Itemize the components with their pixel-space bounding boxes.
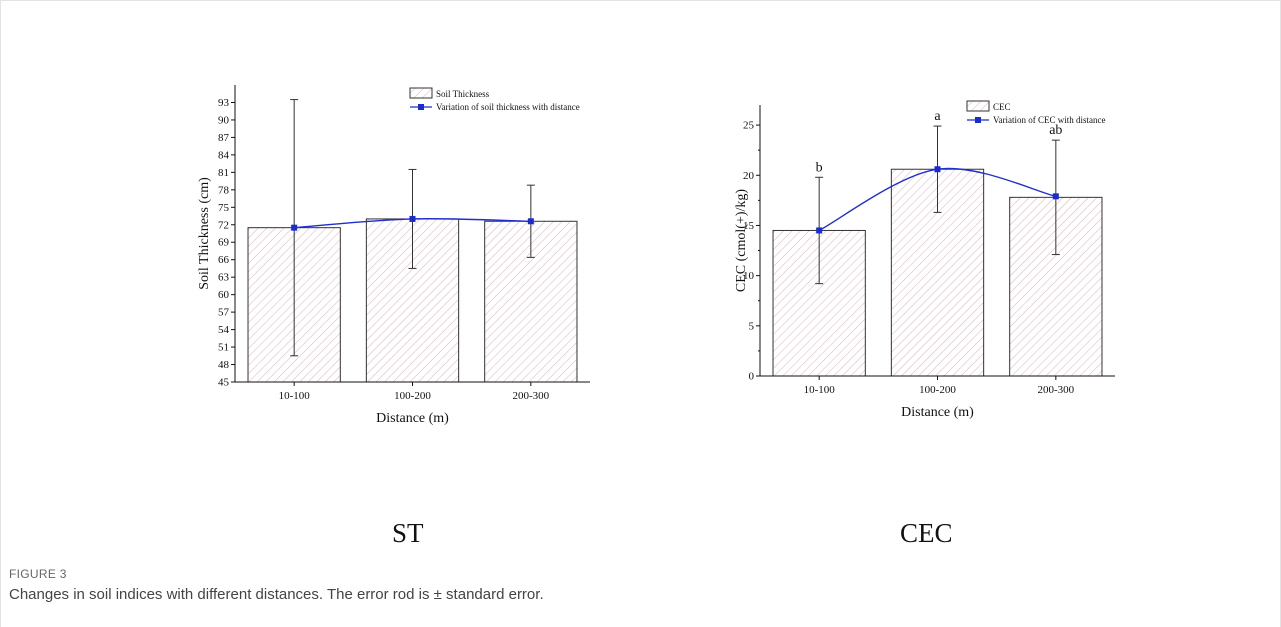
figure-caption: Changes in soil indices with different d…	[9, 586, 544, 603]
line-marker-3	[1052, 193, 1059, 200]
x-axis-label: Distance (m)	[901, 405, 974, 420]
x-tick-label-1: 10-100	[804, 384, 836, 396]
legend-bar-swatch	[409, 87, 433, 99]
x-axis-label: Distance (m)	[376, 411, 449, 426]
line-marker-1	[291, 224, 298, 231]
soil-thickness-chart: 45 48 51 54 57 60 63 66 69 72 75 78 81 84 87 90 93 10-100…	[197, 85, 590, 426]
y-tick-label: 78	[218, 184, 230, 196]
y-tick-label: 20	[743, 170, 755, 182]
y-tick-label: 10	[743, 270, 755, 282]
legend-line-label: Variation of CEC with distance	[993, 115, 1105, 125]
y-tick-label: 75	[218, 202, 230, 214]
panel-label-cec: CEC	[900, 518, 953, 548]
y-tick-label: 45	[218, 377, 230, 389]
x-tick-label-3: 200-300	[1037, 384, 1074, 396]
y-tick-label: 66	[218, 254, 230, 266]
line-marker-3	[527, 218, 534, 225]
legend-line-marker	[418, 104, 424, 110]
y-tick-label: 72	[218, 219, 229, 231]
y-tick-label: 87	[218, 132, 230, 144]
legend-bar-label: Soil Thickness	[436, 89, 490, 99]
y-axis-label: Soil Thickness (cm)	[197, 177, 212, 290]
x-tick-label-2: 100-200	[919, 384, 956, 396]
panel-label-st: ST	[392, 518, 424, 548]
line-marker-2	[934, 166, 941, 173]
legend-line-marker	[975, 117, 981, 123]
y-axis-label: CEC (cmol(+)/kg)	[734, 189, 749, 292]
y-tick-label: 25	[743, 120, 755, 132]
y-tick-label: 84	[218, 149, 230, 161]
y-tick-label: 0	[749, 371, 755, 383]
cec-chart: b a ab 0 5 10 15 20 25 10-100 100-200 200-300 Distan…	[734, 100, 1115, 420]
y-tick-label: 60	[218, 289, 230, 301]
y-tick-label: 48	[218, 359, 230, 371]
y-tick-label: 57	[218, 307, 230, 319]
line-marker-1	[816, 227, 823, 234]
significance-label-3: ab	[1049, 123, 1062, 138]
y-tick-label: 93	[218, 97, 230, 109]
y-tick-label: 63	[218, 272, 230, 284]
y-tick-label: 69	[218, 237, 230, 249]
legend-bar-swatch	[966, 100, 990, 112]
y-tick-label: 15	[743, 220, 755, 232]
significance-label-2: a	[934, 109, 941, 124]
x-tick-label-1: 10-100	[279, 390, 311, 402]
line-marker-2	[409, 215, 416, 222]
y-tick-label: 81	[218, 167, 229, 179]
significance-label-1: b	[816, 160, 823, 175]
y-tick-label: 51	[218, 342, 229, 354]
y-tick-label: 5	[749, 320, 755, 332]
legend-line-label: Variation of soil thickness with distanc…	[436, 102, 580, 112]
figure-number: FIGURE 3	[9, 567, 67, 581]
y-tick-label: 90	[218, 114, 230, 126]
x-tick-label-2: 100-200	[394, 390, 431, 402]
legend-bar-label: CEC	[993, 102, 1011, 112]
x-tick-label-3: 200-300	[512, 390, 549, 402]
y-tick-label: 54	[218, 324, 230, 336]
